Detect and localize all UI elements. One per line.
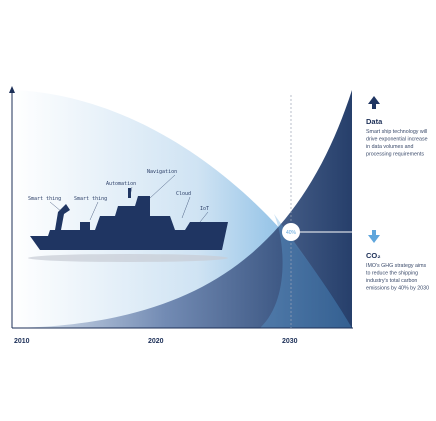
legend-line: emissions by 40% by 2030 xyxy=(366,286,429,292)
ship-shadow xyxy=(28,254,228,262)
ship xyxy=(30,188,228,250)
legend-line: industry's total carbon xyxy=(366,278,417,284)
legend-title: CO₂ xyxy=(366,251,381,260)
data-arrow xyxy=(368,96,380,104)
x-tick-label: 2010 xyxy=(14,338,30,345)
legend-line: in data volumes and xyxy=(366,144,413,150)
data-area xyxy=(12,90,352,328)
legend-line: to reduce the shipping xyxy=(366,271,418,277)
x-tick-label: 2020 xyxy=(148,338,164,345)
co2-arrow xyxy=(368,235,380,243)
legend-line: Smart ship technology will xyxy=(366,129,427,135)
marker-circle xyxy=(282,223,300,241)
y-axis-arrow xyxy=(9,86,15,93)
legend-title: Data xyxy=(366,117,383,126)
ship-label: Smart thing xyxy=(28,196,61,202)
x-tick-label: 2030 xyxy=(282,338,298,345)
ship-label: Automation xyxy=(106,181,136,187)
legend-line: IMO's GHG strategy aims xyxy=(366,263,427,269)
ship-label: IoT xyxy=(200,206,209,212)
legend-line: processing requirements xyxy=(366,152,424,158)
marker-label: 40% xyxy=(286,230,297,236)
ship-label: Smart thing xyxy=(74,196,107,202)
legend-description: IMO's GHG strategy aims to reduce the shi… xyxy=(366,263,429,292)
data-arrow xyxy=(372,104,376,109)
co2-arrow xyxy=(372,230,376,235)
ship-label: Cloud xyxy=(176,191,191,197)
ship-leaders xyxy=(49,174,209,223)
legend-line: drive exponential increase xyxy=(366,137,428,143)
legend-description: Smart ship technology will drive exponent… xyxy=(366,129,428,158)
ship-label: Navigation xyxy=(147,169,177,175)
overlap-area xyxy=(260,214,352,328)
